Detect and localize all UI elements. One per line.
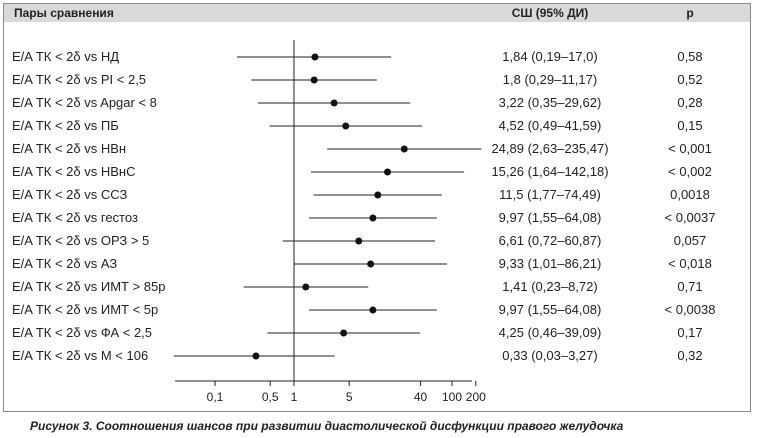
row-label: E/A ТК < 2δ vs НВнС <box>12 164 136 179</box>
row-ci-value: 1,84 (0,19–17,0) <box>502 49 598 64</box>
row-p-value: 0,057 <box>673 233 707 248</box>
row-ci-value: 1,8 (0,29–11,17) <box>502 72 598 87</box>
row-ci-value: 3,22 (0,35–29,62) <box>498 95 602 110</box>
table-header-bar <box>4 4 750 22</box>
row-ci-value: 11,5 (1,77–74,49) <box>499 187 601 202</box>
row-label: E/A ТК < 2δ vs ИМТ < 5р <box>12 302 159 317</box>
odds-ratio-point <box>369 214 377 222</box>
odds-ratio-point <box>311 53 319 61</box>
row-ci-value: 4,25 (0,46–39,09) <box>498 325 602 340</box>
row-p-value: 0,52 <box>677 72 703 87</box>
row-ci-value: 0,33 (0,03–3,27) <box>502 348 598 363</box>
row-label: E/A ТК < 2δ vs ОРЗ > 5 <box>12 233 150 248</box>
odds-ratio-point <box>367 260 375 268</box>
header-ci-label: СШ (95% ДИ) <box>511 6 589 20</box>
row-ci-value: 1,41 (0,23–8,72) <box>502 279 598 294</box>
row-p-value: < 0,0038 <box>664 302 716 317</box>
odds-ratio-point <box>355 237 363 245</box>
figure-frame <box>3 3 751 412</box>
header-pairs-label: Пары сравнения <box>14 6 114 20</box>
row-ci-value: 9,33 (1,01–86,21) <box>498 256 602 271</box>
row-p-value: 0,71 <box>677 279 703 294</box>
x-tick-label: 100 <box>442 390 462 404</box>
row-label: E/A ТК < 2δ vs ИМТ > 85р <box>12 279 166 294</box>
row-p-value: < 0,0037 <box>664 210 716 225</box>
row-p-value: 0,28 <box>677 95 703 110</box>
row-ci-value: 6,61 (0,72–60,87) <box>498 233 602 248</box>
row-ci-value: 4,52 (0,49–41,59) <box>498 118 602 133</box>
row-label: E/A ТК < 2δ vs НД <box>12 49 120 64</box>
row-label: E/A ТК < 2δ vs Apgar < 8 <box>12 95 157 110</box>
row-ci-value: 15,26 (1,64–142,18) <box>491 164 609 179</box>
x-tick-label: 200 <box>466 390 486 404</box>
row-ci-value: 9,97 (1,55–64,08) <box>498 210 602 225</box>
row-p-value: < 0,002 <box>668 164 712 179</box>
row-p-value: 0,17 <box>677 325 703 340</box>
row-label: E/A ТК < 2δ vs ФА < 2,5 <box>12 325 153 340</box>
row-ci-value: 9,97 (1,55–64,08) <box>498 302 602 317</box>
odds-ratio-point <box>342 122 350 130</box>
row-label: E/A ТК < 2δ vs ССЗ <box>12 187 128 202</box>
row-label: E/A ТК < 2δ vs M < 106 <box>12 348 149 363</box>
odds-ratio-point <box>252 352 260 360</box>
figure-caption: Рисунок 3. Соотношения шансов при развит… <box>30 419 624 433</box>
odds-ratio-point <box>369 306 377 314</box>
x-tick-label: 0,1 <box>207 390 224 404</box>
x-tick-label: 5 <box>346 390 353 404</box>
odds-ratio-point <box>330 99 338 107</box>
row-p-value: < 0,018 <box>668 256 712 271</box>
odds-ratio-point <box>340 329 348 337</box>
row-label: E/A ТК < 2δ vs НВн <box>12 141 127 156</box>
row-label: E/A ТК < 2δ vs ПБ <box>12 118 119 133</box>
row-label: E/A ТК < 2δ vs АЗ <box>12 256 118 271</box>
row-label: E/A ТК < 2δ vs PI < 2,5 <box>12 72 147 87</box>
row-p-value: 0,58 <box>677 49 703 64</box>
odds-ratio-point <box>400 145 408 153</box>
odds-ratio-point <box>302 283 310 291</box>
row-label: E/A ТК < 2δ vs гестоз <box>12 210 138 225</box>
x-tick-label: 40 <box>414 390 428 404</box>
header-p-label: p <box>686 6 694 20</box>
row-p-value: < 0,001 <box>668 141 712 156</box>
row-p-value: 0,32 <box>677 348 703 363</box>
x-tick-label: 1 <box>291 390 298 404</box>
row-p-value: 0,0018 <box>670 187 710 202</box>
row-p-value: 0,15 <box>677 118 703 133</box>
odds-ratio-point <box>374 191 382 199</box>
odds-ratio-point <box>384 168 392 176</box>
row-ci-value: 24,89 (2,63–235,47) <box>491 141 609 156</box>
odds-ratio-point <box>310 76 318 84</box>
x-tick-label: 0,5 <box>262 390 279 404</box>
